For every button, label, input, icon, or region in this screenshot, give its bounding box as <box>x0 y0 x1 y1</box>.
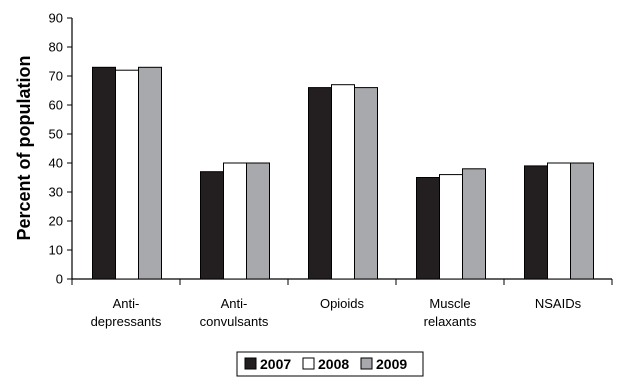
x-category-label: convulsants <box>200 314 269 329</box>
bar-2008 <box>331 84 355 280</box>
bar-2008 <box>439 174 463 280</box>
x-category-label: Anti- <box>113 296 140 311</box>
x-category-label: Anti- <box>221 296 248 311</box>
bar-2009 <box>138 66 162 280</box>
legend-label: 2007 <box>260 356 291 372</box>
y-tick-label: 60 <box>49 98 63 113</box>
y-tick-label: 90 <box>49 11 63 26</box>
bar-2008 <box>223 162 247 280</box>
x-category-label: relaxants <box>424 314 477 329</box>
legend-swatch-2008 <box>302 357 315 370</box>
bar-2008 <box>115 69 139 280</box>
bar-2007 <box>416 177 440 280</box>
bar-2009 <box>462 168 486 280</box>
y-tick-label: 30 <box>49 185 63 200</box>
bar-2007 <box>524 165 548 280</box>
legend-swatch-2007 <box>244 357 257 370</box>
bar-2007 <box>308 87 332 280</box>
bar-2009 <box>246 162 270 280</box>
x-category-label: NSAIDs <box>535 296 582 311</box>
x-category-label: Opioids <box>320 296 365 311</box>
legend-label: 2008 <box>318 356 349 372</box>
y-tick-label: 0 <box>56 272 63 287</box>
y-axis-label: Percent of population <box>14 55 34 240</box>
y-tick-label: 40 <box>49 156 63 171</box>
plot-area: 0 10 20 30 40 50 60 70 80 90 Anti-depressants Anti-… <box>49 11 613 329</box>
bar-2008 <box>547 162 571 280</box>
y-tick-label: 70 <box>49 69 63 84</box>
legend-label: 2009 <box>376 356 407 372</box>
legend-box <box>236 351 424 377</box>
bar-2009 <box>570 162 594 280</box>
x-category-label: depressants <box>91 314 162 329</box>
legend-swatch-2009 <box>360 357 373 370</box>
y-tick-label: 50 <box>49 127 63 142</box>
y-tick-label: 10 <box>49 243 63 258</box>
bar-2009 <box>354 87 378 280</box>
legend: 2007 2008 2009 <box>236 351 424 377</box>
bar-2007 <box>200 171 224 280</box>
y-tick-label: 80 <box>49 40 63 55</box>
y-tick-label: 20 <box>49 214 63 229</box>
bar-2007 <box>92 66 116 280</box>
x-category-label: Muscle <box>429 296 470 311</box>
